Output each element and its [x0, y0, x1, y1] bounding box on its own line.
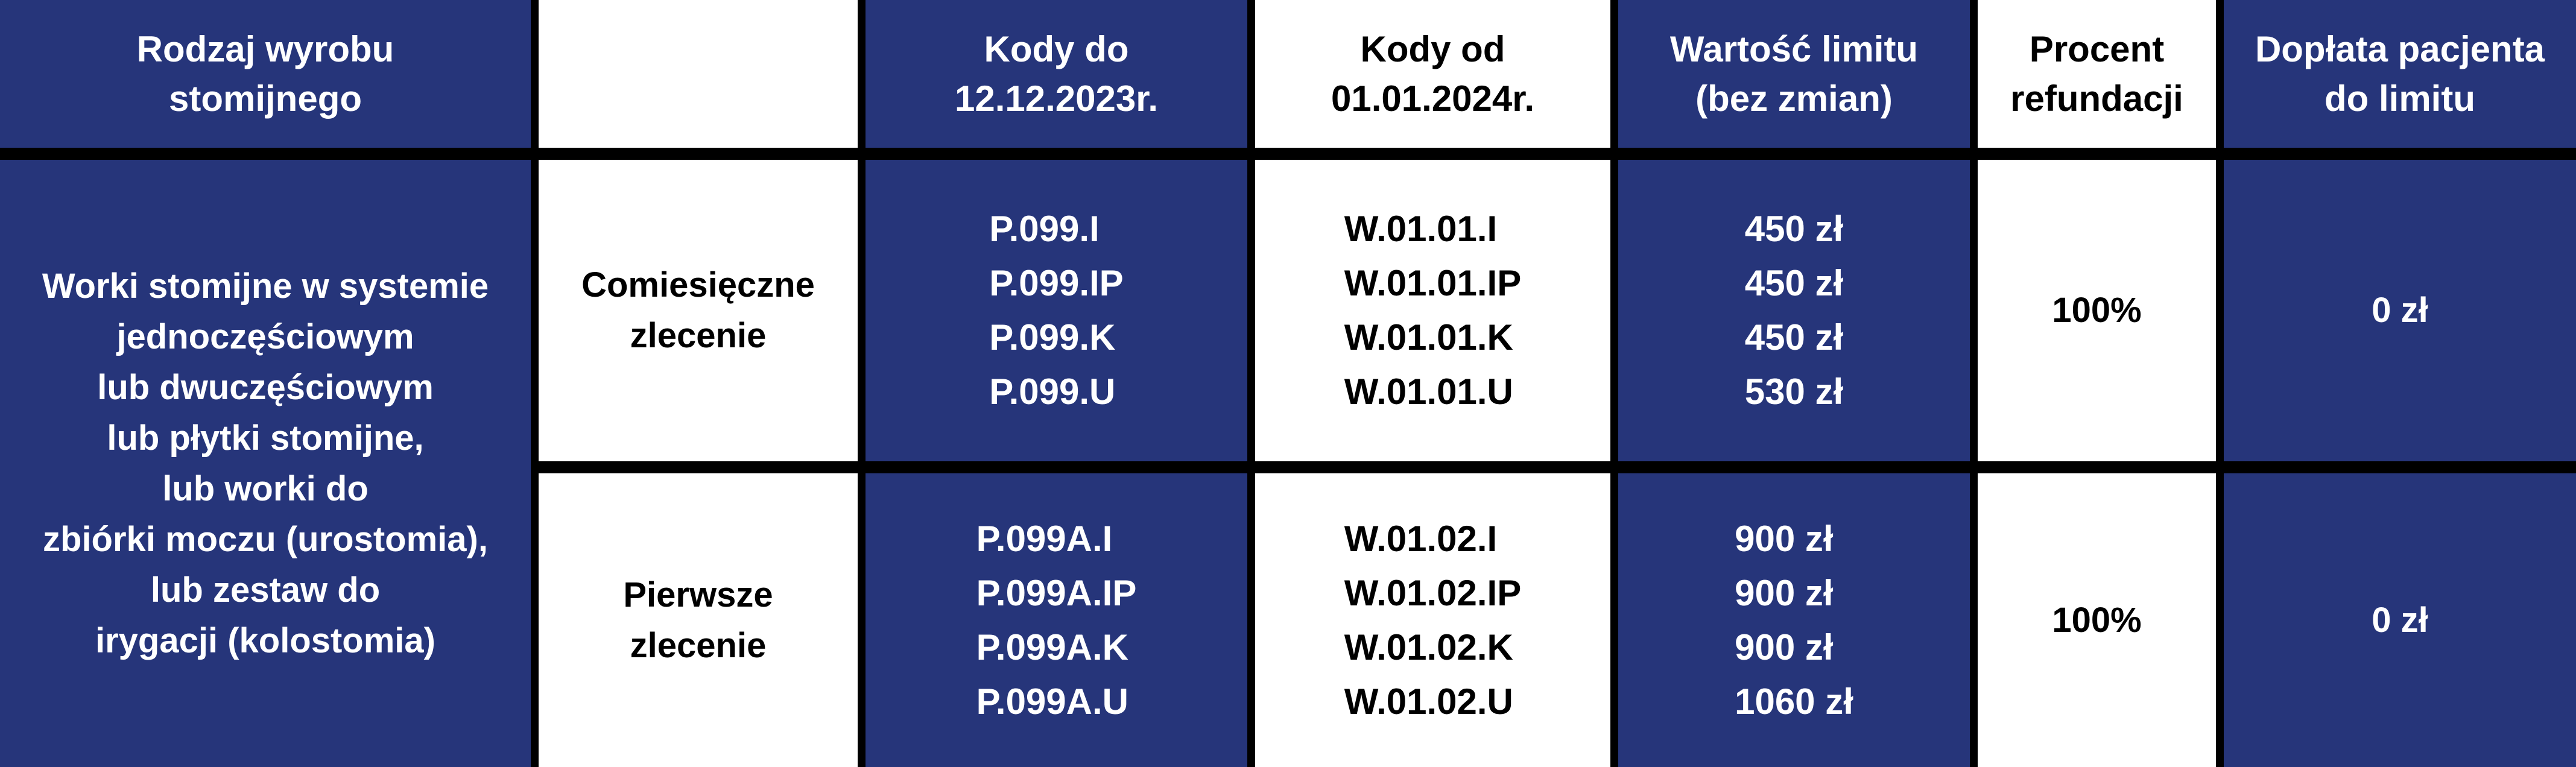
- code-item: W.01.02.I: [1344, 518, 1498, 559]
- limit-item: 450 zł: [1744, 263, 1844, 303]
- codes-new-cell: W.01.02.I W.01.02.IP W.01.02.K W.01.02.U: [1255, 473, 1610, 767]
- header-limit-value: Wartość limitu (bez zmian): [1618, 0, 1970, 148]
- code-item: W.01.02.K: [1344, 627, 1513, 668]
- header-codes-old: Kody do 12.12.2023r.: [866, 0, 1247, 148]
- code-item: P.099A.I: [976, 518, 1113, 559]
- code-item: W.01.02.U: [1344, 681, 1513, 722]
- code-item: W.01.02.IP: [1344, 572, 1522, 613]
- codes-old-cell: P.099A.I P.099A.IP P.099A.K P.099A.U: [866, 473, 1247, 767]
- copay-cell: 0 zł: [2224, 160, 2576, 461]
- code-item: P.099A.IP: [976, 572, 1137, 613]
- code-item: P.099.K: [989, 317, 1116, 358]
- order-type-monthly: Comiesięczne zlecenie: [539, 160, 858, 461]
- code-item: P.099.U: [989, 371, 1116, 412]
- product-type-cell: Worki stomijne w systemie jednoczęściowy…: [0, 160, 531, 767]
- code-item: W.01.01.IP: [1344, 263, 1522, 303]
- code-item: W.01.01.U: [1344, 371, 1513, 412]
- code-item: W.01.01.K: [1344, 317, 1513, 358]
- code-item: P.099.I: [989, 209, 1100, 249]
- codes-new-cell: W.01.01.I W.01.01.IP W.01.01.K W.01.01.U: [1255, 160, 1610, 461]
- limit-item: 900 zł: [1735, 518, 1834, 559]
- codes-old-cell: P.099.I P.099.IP P.099.K P.099.U: [866, 160, 1247, 461]
- code-item: P.099A.K: [976, 627, 1129, 668]
- limit-cell: 900 zł 900 zł 900 zł 1060 zł: [1618, 473, 1970, 767]
- limit-item: 900 zł: [1735, 627, 1834, 668]
- limit-item: 900 zł: [1735, 572, 1834, 613]
- header-codes-new: Kody od 01.01.2024r.: [1255, 0, 1610, 148]
- code-item: W.01.01.I: [1344, 209, 1498, 249]
- limit-item: 530 zł: [1744, 371, 1844, 412]
- refund-cell: 100%: [1978, 473, 2216, 767]
- limit-item: 450 zł: [1744, 209, 1844, 249]
- limit-item: 1060 zł: [1735, 681, 1853, 722]
- code-item: P.099.IP: [989, 263, 1124, 303]
- order-type-first: Pierwsze zlecenie: [539, 473, 858, 767]
- header-refund-percent: Procent refundacji: [1978, 0, 2216, 148]
- code-item: P.099A.U: [976, 681, 1129, 722]
- header-product-type: Rodzaj wyrobu stomijnego: [0, 0, 531, 148]
- copay-cell: 0 zł: [2224, 473, 2576, 767]
- limit-cell: 450 zł 450 zł 450 zł 530 zł: [1618, 160, 1970, 461]
- header-order-type: [539, 0, 858, 148]
- refund-cell: 100%: [1978, 160, 2216, 461]
- header-patient-copay: Dopłata pacjenta do limitu: [2224, 0, 2576, 148]
- limit-item: 450 zł: [1744, 317, 1844, 358]
